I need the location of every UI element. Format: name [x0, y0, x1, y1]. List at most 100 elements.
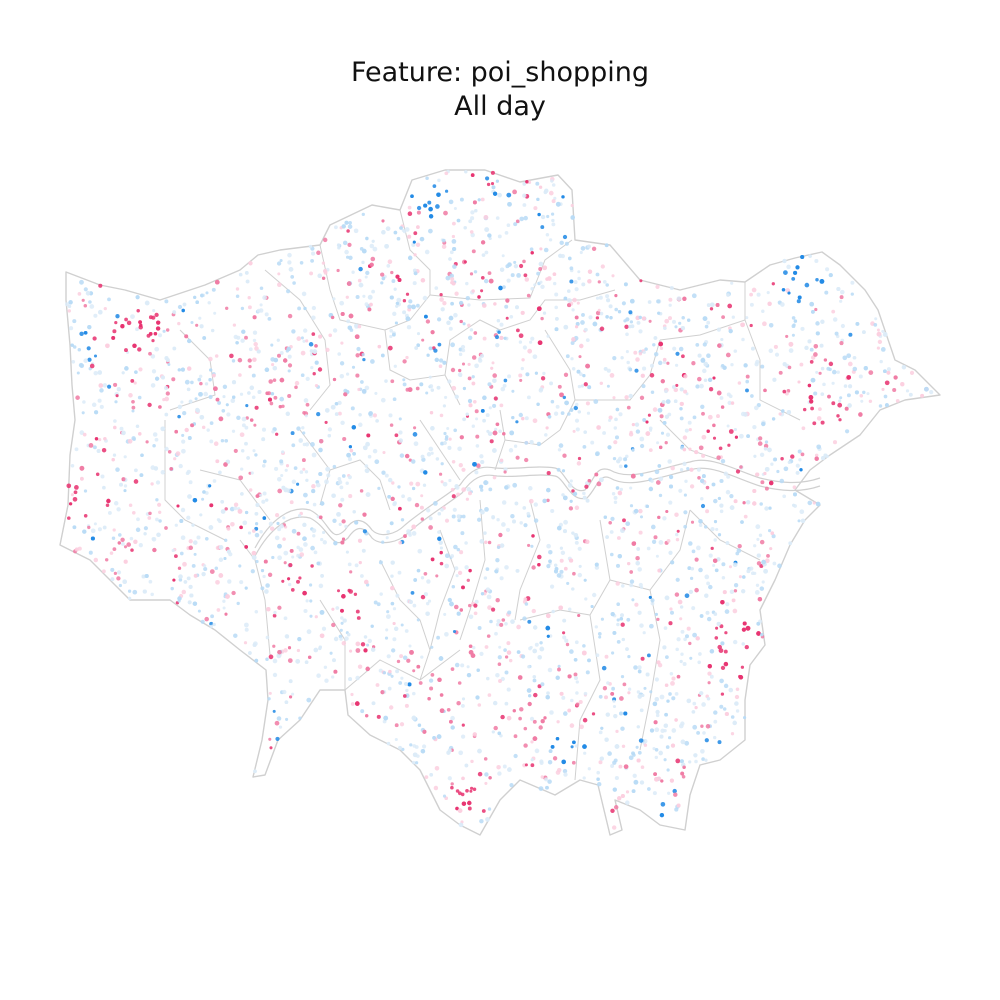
poi-point	[218, 557, 224, 563]
poi-point	[764, 466, 770, 472]
poi-point	[574, 640, 579, 645]
poi-point	[563, 296, 568, 301]
poi-point	[276, 261, 282, 266]
poi-point	[473, 611, 478, 616]
poi-point	[400, 518, 405, 522]
poi-point	[523, 215, 528, 221]
poi-point	[406, 658, 411, 663]
poi-point	[182, 302, 187, 307]
poi-point	[428, 525, 433, 530]
poi-point	[498, 645, 502, 649]
poi-point	[224, 612, 228, 616]
poi-point	[644, 347, 648, 351]
poi-point	[614, 435, 620, 440]
poi-point	[386, 741, 391, 746]
poi-point	[275, 432, 279, 436]
poi-point	[687, 566, 692, 570]
poi-point	[607, 445, 612, 450]
poi-point	[616, 459, 621, 464]
poi-point	[429, 772, 434, 777]
poi-point	[156, 532, 161, 538]
poi-point	[740, 520, 744, 524]
poi-point	[132, 589, 138, 595]
poi-point	[633, 350, 638, 355]
poi-point	[424, 249, 430, 255]
poi-point	[524, 416, 529, 421]
poi-point	[97, 527, 102, 532]
poi-point	[253, 341, 258, 347]
poi-point	[707, 377, 713, 383]
poi-point	[462, 417, 466, 422]
poi-point	[232, 395, 236, 399]
poi-point	[792, 503, 796, 507]
poi-point	[272, 378, 277, 382]
poi-point	[417, 723, 422, 727]
poi-point	[177, 321, 181, 326]
poi-point	[354, 701, 360, 706]
poi-point	[862, 390, 866, 395]
poi-point	[456, 218, 461, 223]
poi-point	[311, 489, 316, 494]
poi-point	[269, 746, 273, 750]
poi-point	[607, 751, 612, 756]
poi-point	[497, 655, 502, 660]
poi-point	[283, 616, 288, 621]
poi-point	[561, 469, 566, 473]
poi-point	[386, 614, 391, 619]
poi-point	[411, 459, 416, 464]
poi-point	[440, 507, 444, 512]
poi-point	[396, 236, 401, 241]
poi-point	[654, 727, 660, 733]
poi-point	[717, 740, 722, 745]
poi-point	[413, 253, 417, 257]
poi-point	[675, 383, 679, 387]
poi-point	[746, 434, 750, 438]
poi-point	[456, 611, 461, 616]
poi-point	[83, 489, 88, 493]
poi-point	[446, 707, 451, 712]
poi-point	[242, 520, 248, 526]
poi-point	[844, 429, 850, 434]
poi-point	[83, 304, 88, 308]
poi-point	[380, 397, 386, 403]
poi-point	[392, 607, 397, 611]
poi-point	[741, 627, 746, 632]
poi-point	[461, 801, 467, 806]
poi-point	[597, 308, 601, 312]
poi-point	[344, 249, 349, 255]
poi-point	[786, 264, 791, 270]
poi-point	[372, 246, 378, 252]
poi-point	[292, 281, 296, 285]
poi-point	[703, 361, 709, 367]
poi-point	[719, 624, 724, 629]
poi-point	[799, 509, 805, 515]
poi-point	[296, 648, 301, 653]
poi-point	[665, 509, 669, 514]
poi-point	[793, 492, 797, 497]
poi-point	[455, 806, 459, 811]
poi-point	[441, 238, 446, 243]
poi-point	[401, 494, 405, 499]
poi-point	[291, 479, 297, 485]
poi-point	[70, 493, 74, 497]
poi-point	[812, 421, 817, 426]
poi-point	[858, 374, 863, 379]
poi-point	[337, 477, 342, 481]
poi-point	[756, 561, 762, 566]
poi-point	[291, 692, 295, 696]
poi-point	[612, 787, 617, 792]
poi-point	[167, 449, 172, 454]
poi-point	[355, 373, 360, 378]
poi-point	[570, 698, 574, 703]
poi-point	[225, 594, 230, 599]
poi-point	[713, 498, 718, 504]
poi-point	[563, 519, 568, 525]
poi-point	[408, 644, 412, 648]
poi-point	[229, 506, 235, 512]
poi-point	[367, 307, 372, 312]
poi-point	[742, 501, 746, 505]
poi-point	[433, 785, 439, 791]
poi-point	[480, 488, 484, 492]
poi-point	[323, 268, 328, 274]
poi-point	[482, 303, 487, 308]
